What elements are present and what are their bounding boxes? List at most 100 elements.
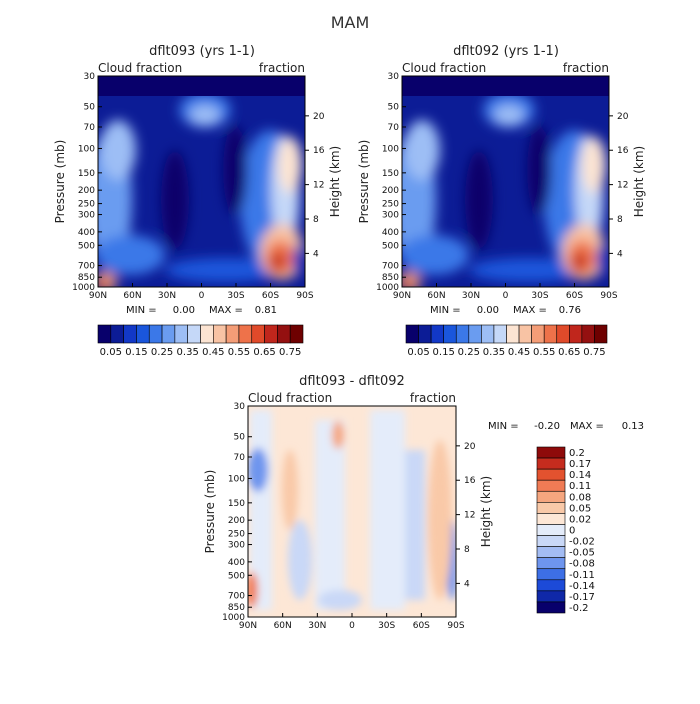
colorbar: 0.05 0.15 0.25 0.35 0.45 0.55 0.65 0.75 (405, 324, 608, 358)
colorbar-tick-label: 0.15 (433, 347, 455, 358)
y2-axis-label: Height (km) (328, 146, 342, 217)
y2-tick-label: 16 (313, 146, 325, 156)
colorbar-swatch (136, 324, 150, 344)
colorbar-swatch (123, 324, 137, 344)
y2-tick-label: 12 (617, 181, 628, 191)
x-tick-label: 0 (349, 621, 355, 631)
right-corner-label: fraction (410, 391, 456, 405)
y2-tick-label: 12 (313, 181, 324, 191)
y-tick-label: 700 (228, 592, 245, 602)
min-value: -0.20 (534, 421, 560, 432)
y-tick-label: 70 (234, 453, 246, 463)
panel-title: dflt092 (yrs 1-1) (453, 44, 559, 59)
x-tick-label: 90N (239, 621, 257, 631)
min-value: 0.00 (477, 305, 499, 316)
colorbar-tick-label: 0.08 (569, 492, 591, 503)
colorbar-tick-label: 0 (569, 526, 575, 537)
x-tick-label: 30N (308, 621, 326, 631)
colorbar-tick-label: 0.25 (458, 347, 480, 358)
colorbar-swatch (187, 324, 201, 344)
y-tick-label: 850 (228, 603, 245, 613)
colorbar-swatch (536, 568, 566, 581)
x-tick-label: 60N (274, 621, 292, 631)
max-value: 0.76 (559, 305, 581, 316)
colorbar-swatch (536, 535, 566, 547)
x-tick-label: 0 (199, 291, 205, 301)
colorbar-swatch (264, 324, 278, 344)
colorbar-swatch (418, 324, 432, 344)
colorbar-tick-label: 0.05 (100, 347, 122, 358)
colorbar-swatch (455, 324, 470, 344)
x-tick-label: 60N (123, 291, 141, 301)
colorbar-swatch (200, 324, 214, 344)
colorbar-swatch (536, 479, 566, 492)
y-tick-label: 1000 (72, 283, 95, 293)
panel-title: dflt093 (yrs 1-1) (149, 44, 255, 59)
x-tick-label: 90N (89, 291, 107, 301)
axes: 90N 60N 30N 0 30S 60S 90S100085070050040030025… (357, 72, 646, 301)
y-tick-label: 400 (78, 228, 95, 238)
panel-dflt093: dflt093 (yrs 1-1) Cloud fraction fractio… (53, 44, 342, 358)
colorbar-swatch (536, 513, 566, 525)
y2-tick-label: 4 (464, 579, 470, 589)
y-tick-label: 70 (84, 123, 96, 133)
y-tick-label: 400 (382, 228, 399, 238)
colorbar-swatch (506, 324, 520, 344)
y-tick-label: 100 (78, 144, 95, 154)
y-tick-label: 850 (78, 273, 95, 283)
colorbar-tick-label: 0.55 (228, 347, 250, 358)
colorbar-swatch (581, 324, 595, 344)
colorbar-swatch (536, 590, 566, 603)
colorbar-tick-label: 0.2 (569, 448, 585, 459)
colorbar-swatch (213, 324, 227, 344)
x-tick-label: 60N (427, 291, 445, 301)
y-tick-label: 50 (234, 433, 246, 443)
max-value: 0.13 (622, 421, 644, 432)
axes: 90N 60N 30N 0 30S 60S 90S100085070050040030025… (203, 402, 493, 631)
colorbar-swatch (174, 324, 188, 344)
colorbar-tick-label: -0.08 (569, 559, 595, 570)
max-label: MAX = (570, 421, 604, 432)
colorbar-swatch (536, 601, 566, 614)
panel-difference: dflt093 - dflt092 Cloud fraction fractio… (203, 374, 644, 631)
y2-tick-label: 16 (617, 146, 629, 156)
y-tick-label: 50 (84, 103, 96, 113)
y-tick-label: 700 (78, 262, 95, 272)
colorbar-tick-label: 0.65 (253, 347, 275, 358)
x-tick-label: 30N (158, 291, 176, 301)
colorbar-tick-label: 0.15 (125, 347, 147, 358)
x-tick-label: 90N (393, 291, 411, 301)
colorbar-tick-label: 0.65 (558, 347, 580, 358)
y-tick-label: 500 (382, 241, 399, 251)
right-corner-label: fraction (259, 61, 305, 75)
y-tick-label: 500 (228, 571, 245, 581)
colorbar-tick-label: -0.17 (569, 592, 595, 603)
colorbar-tick-label: -0.02 (569, 537, 595, 548)
y2-tick-label: 4 (313, 249, 319, 259)
colorbar-tick-label: 0.45 (508, 347, 530, 358)
y-tick-label: 150 (228, 499, 245, 509)
x-tick-label: 60S (413, 621, 430, 631)
colorbar-swatch (251, 324, 265, 344)
y-tick-label: 400 (228, 558, 245, 568)
colorbar-swatch (277, 324, 291, 344)
y-tick-label: 300 (382, 211, 399, 221)
colorbar-swatch (468, 324, 482, 344)
min-label: MIN = (430, 305, 461, 316)
colorbar-tick-label: -0.05 (569, 548, 595, 559)
y2-tick-label: 20 (617, 112, 629, 122)
colorbar-swatch (481, 324, 495, 344)
y-tick-label: 250 (78, 200, 95, 210)
colorbar-tick-label: -0.14 (569, 581, 595, 592)
y2-tick-label: 20 (464, 442, 476, 452)
colorbar-swatch (569, 324, 583, 344)
colorbar-tick-label: -0.2 (569, 603, 589, 614)
colorbar-tick-label: 0.35 (177, 347, 199, 358)
colorbar-tick-label: 0.05 (569, 503, 591, 514)
y2-tick-label: 4 (617, 249, 623, 259)
x-tick-label: 30S (227, 291, 244, 301)
y-tick-label: 30 (388, 72, 400, 82)
y2-axis-label: Height (km) (479, 476, 493, 547)
colorbar-tick-label: 0.02 (569, 514, 591, 525)
